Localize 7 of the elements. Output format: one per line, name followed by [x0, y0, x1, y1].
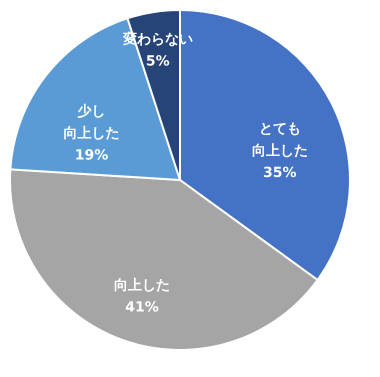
slice-label: 向上した — [114, 277, 170, 294]
slice-label: 少し向上した — [64, 103, 120, 142]
data-label: 5% — [146, 54, 170, 70]
data-label: 19% — [74, 147, 108, 164]
data-label: 41% — [125, 299, 159, 316]
slice-label: とても向上した — [252, 121, 308, 160]
data-label: 35% — [263, 165, 297, 182]
